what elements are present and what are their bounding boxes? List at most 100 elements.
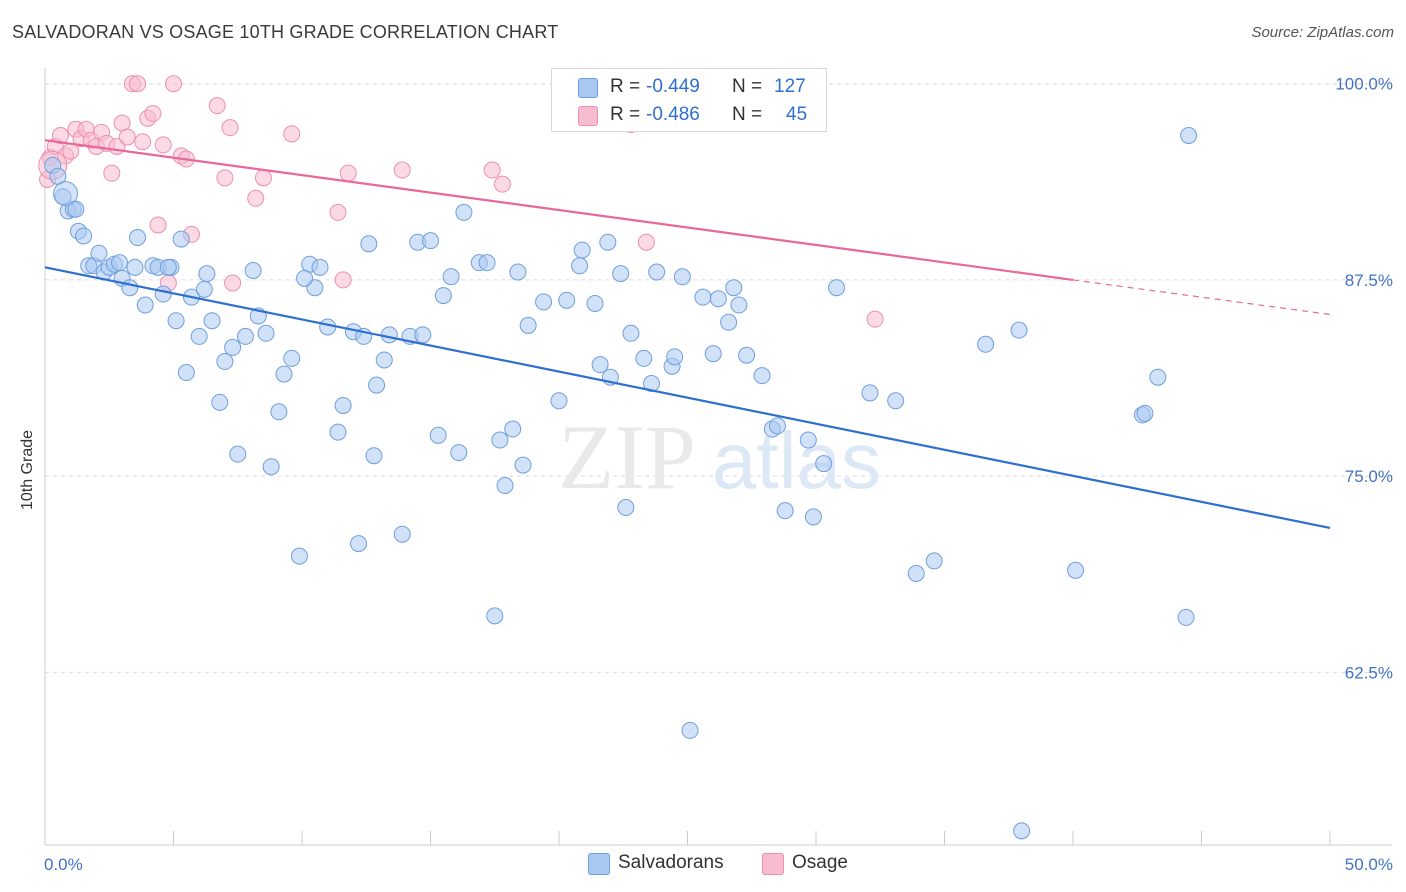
salvadoran-point <box>262 458 280 476</box>
source-label: Source: ZipAtlas.com <box>1251 24 1394 41</box>
salvadoran-point <box>815 455 833 473</box>
salvadoran-point <box>190 327 208 345</box>
osage-point <box>254 169 272 187</box>
salvadoran-point <box>1010 321 1028 339</box>
salvadoran-point <box>768 417 786 435</box>
salvadoran-point <box>1177 608 1195 626</box>
salvadoran-point <box>550 392 568 410</box>
salvadoran-point <box>275 365 293 383</box>
salvadoran-point <box>509 263 527 281</box>
salvadoran-point <box>643 375 661 393</box>
salvadoran-point <box>154 285 172 303</box>
salvadoran-point <box>720 313 738 331</box>
salvadoran-point <box>535 293 553 311</box>
r-value: -0.449 <box>646 76 700 97</box>
salvadoran-point <box>216 353 234 371</box>
salvadoran-point <box>368 376 386 394</box>
gridlines <box>45 83 1392 673</box>
salvadoran-point <box>504 420 522 438</box>
tick-labels: 62.5% 75.0% 87.5% 100.0% 0.0% 50.0% <box>44 75 1393 874</box>
osage-point <box>144 105 162 123</box>
salvadoran-point <box>129 229 147 247</box>
salvadoran-point <box>519 316 537 334</box>
salvadoran-point <box>434 287 452 305</box>
salvadoran-point <box>799 431 817 449</box>
salvadoran-point <box>571 257 589 275</box>
salvadoran-point <box>704 345 722 363</box>
salvadoran-point <box>1180 126 1198 144</box>
osage-legend-label: Osage <box>792 852 848 873</box>
osage-point <box>113 114 131 132</box>
salvadoran-trend-line <box>44 266 1331 529</box>
salvadoran-point <box>648 263 666 281</box>
salvadoran-point <box>681 721 699 739</box>
salvadoran-point <box>666 348 684 366</box>
salvadoran-point <box>296 269 314 287</box>
osage-point <box>393 161 411 179</box>
salvadoran-point <box>861 384 879 402</box>
salvadoran-point <box>612 265 630 283</box>
salvadorans-swatch <box>578 78 598 98</box>
y-tick-label: 75.0% <box>1345 467 1393 486</box>
osage-point <box>224 274 242 292</box>
salvadoran-point <box>586 294 604 312</box>
salvadoran-point <box>75 227 93 245</box>
y-tick-label: 87.5% <box>1345 271 1393 290</box>
salvadoran-point <box>290 547 308 565</box>
salvadoran-point <box>257 324 275 342</box>
salvadoran-point <box>380 326 398 344</box>
n-label: N = <box>732 76 763 97</box>
salvadoran-point <box>828 279 846 297</box>
n-label: N = <box>732 104 763 125</box>
osage-point <box>118 128 136 146</box>
salvadoran-point <box>111 254 129 272</box>
y-tick-label: 62.5% <box>1345 663 1393 682</box>
salvadoran-point <box>573 241 591 259</box>
salvadoran-point <box>486 607 504 625</box>
salvadoran-point <box>177 364 195 382</box>
salvadoran-point <box>673 268 691 286</box>
salvadoran-point <box>136 296 154 314</box>
watermark-zip: ZIP <box>558 406 696 508</box>
salvadoran-point <box>195 280 213 298</box>
r-value: -0.486 <box>646 104 700 125</box>
trend-lines <box>44 139 1331 529</box>
osage-trend-line <box>44 139 1074 281</box>
n-value: 45 <box>786 104 808 125</box>
osage-point <box>483 161 501 179</box>
osage-point <box>339 164 357 182</box>
osage-trend-extension <box>1072 279 1331 316</box>
salvadoran-point <box>236 327 254 345</box>
salvadoran-point <box>496 477 514 495</box>
salvadoran-point <box>977 335 995 353</box>
salvadoran-point <box>599 233 617 251</box>
salvadoran-point <box>211 393 229 411</box>
salvadoran-point <box>126 258 144 276</box>
osage-point <box>51 126 69 144</box>
salvadoran-point <box>558 291 576 309</box>
salvadoran-point <box>283 349 301 367</box>
salvadoran-point <box>907 564 925 582</box>
salvadoran-point <box>198 265 216 283</box>
legend-row-osage: R = -0.486 N = 45 <box>552 102 826 130</box>
salvadoran-point <box>730 296 748 314</box>
salvadoran-point <box>635 349 653 367</box>
salvadoran-point <box>229 445 247 463</box>
salvadoran-point-large <box>53 181 79 207</box>
watermark: ZIP atlas <box>558 406 881 508</box>
salvadoran-points <box>44 126 1198 840</box>
salvadoran-point <box>334 396 352 414</box>
salvadoran-point <box>725 279 743 297</box>
salvadoran-point <box>694 288 712 306</box>
salvadoran-point <box>121 279 139 297</box>
osage-point <box>149 216 167 234</box>
osage-point <box>334 271 352 289</box>
salvadoran-point <box>244 261 262 279</box>
r-label: R = <box>610 76 641 97</box>
salvadoran-point <box>1067 561 1085 579</box>
salvadoran-point <box>1013 822 1031 840</box>
salvadoran-point <box>753 367 771 385</box>
salvadoran-point <box>804 508 822 526</box>
osage-point <box>165 75 182 93</box>
